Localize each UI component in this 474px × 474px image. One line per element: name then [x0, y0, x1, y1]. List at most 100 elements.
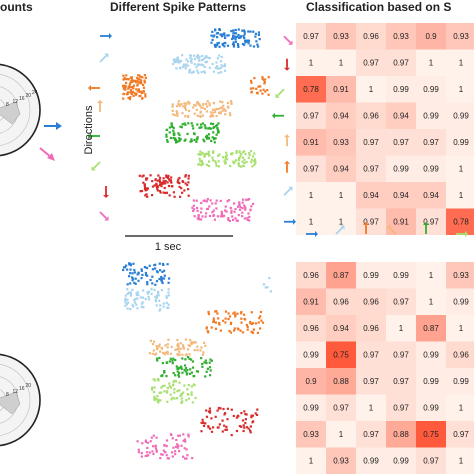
matrix-cell [386, 208, 416, 235]
spike-mark [247, 30, 250, 33]
spike-mark [193, 63, 196, 66]
spike-mark [218, 423, 221, 426]
spike-mark [233, 160, 236, 163]
spike-mark [206, 60, 209, 63]
spike-mark [222, 407, 225, 411]
spike-mark [156, 271, 159, 274]
spike-mark [200, 421, 203, 424]
spike-mark [181, 344, 185, 347]
spike-mark [249, 79, 253, 82]
polar-response-shape [0, 391, 21, 415]
matrix-cell [446, 23, 474, 50]
spike-mark [234, 32, 238, 35]
spike-mark [137, 448, 140, 451]
spike-mark [161, 270, 164, 273]
spike-mark [207, 164, 211, 168]
spike-mark [255, 87, 258, 90]
spike-mark [151, 180, 154, 183]
spike-mark [127, 87, 130, 90]
spike-mark [144, 95, 147, 98]
spike-mark [154, 298, 157, 301]
spike-mark [233, 329, 236, 332]
spike-mark [173, 114, 176, 117]
spike-mark [264, 286, 267, 289]
spike-mark [201, 215, 204, 218]
spike-mark [145, 273, 148, 276]
spike-mark [178, 350, 181, 353]
spike-mark [191, 401, 194, 404]
polar-plots: 8 12 16 20 248 12 16 20 [0, 63, 62, 447]
spike-mark [129, 262, 132, 265]
spike-mark [172, 372, 175, 375]
spike-mark [209, 427, 212, 430]
spike-mark [129, 292, 132, 295]
spike-mark [223, 41, 226, 44]
spike-mark [130, 80, 133, 83]
matrix-cell-value: 1 [399, 324, 404, 333]
spike-mark [173, 195, 176, 198]
spike-mark [193, 112, 196, 115]
spike-mark [165, 301, 168, 304]
spike-mark [167, 174, 170, 177]
spike-mark [188, 102, 191, 105]
spike-mark [125, 81, 128, 84]
spike-mark [127, 96, 130, 99]
scale-bar-label: 1 sec [155, 241, 182, 253]
spike-mark [254, 161, 257, 165]
spike-mark [137, 279, 140, 282]
spike-mark [244, 413, 247, 416]
spike-mark [215, 114, 218, 118]
matrix-cell-value: 0.88 [333, 377, 349, 386]
spike-mark [126, 307, 129, 310]
spike-mark [183, 384, 186, 387]
spike-mark [154, 263, 157, 266]
spike-mark [177, 132, 180, 135]
spike-mark [163, 444, 166, 447]
spike-mark [262, 88, 265, 91]
spike-mark [247, 156, 250, 159]
spike-mark [153, 288, 156, 291]
spike-mark [232, 414, 235, 418]
spike-mark [126, 292, 129, 295]
spike-mark [144, 93, 147, 96]
spike-mark [187, 177, 190, 180]
spike-mark [254, 35, 257, 38]
matrix-cell-value: 0.99 [393, 164, 409, 173]
spike-mark [180, 392, 183, 396]
spike-mark [238, 425, 241, 428]
spike-mark [245, 39, 248, 42]
spike-mark [200, 106, 203, 109]
spike-mark [171, 105, 174, 108]
spike-mark [166, 387, 169, 390]
spike-mark [212, 426, 215, 429]
spike-mark [235, 416, 238, 419]
matrix-cell-value: 1 [459, 456, 464, 465]
spike-mark [161, 277, 164, 280]
spike-mark [190, 58, 193, 61]
spike-mark [219, 111, 222, 114]
matrix-cell [326, 208, 356, 235]
spike-mark [248, 219, 251, 222]
spike-mark [162, 277, 166, 280]
spike-mark [177, 444, 180, 447]
spike-train [210, 28, 261, 48]
spike-mark [191, 124, 194, 127]
spike-mark [211, 108, 215, 111]
spike-mark [201, 418, 204, 421]
spike-mark [217, 407, 220, 410]
matrix-cell [356, 208, 386, 235]
spike-mark [178, 371, 181, 374]
matrix-cell [446, 368, 474, 395]
middle-panel-title: Different Spike Patterns [110, 0, 247, 14]
direction-arrow-icon [363, 222, 369, 234]
spike-mark [241, 331, 245, 334]
spike-mark [206, 207, 209, 210]
spike-mark [219, 71, 223, 74]
matrix-cell [386, 447, 416, 474]
spike-mark [223, 34, 226, 37]
spike-mark [227, 199, 231, 202]
matrix-cell [326, 447, 356, 474]
matrix-cell [446, 102, 474, 129]
spike-mark [216, 32, 219, 35]
spike-mark [132, 94, 135, 97]
